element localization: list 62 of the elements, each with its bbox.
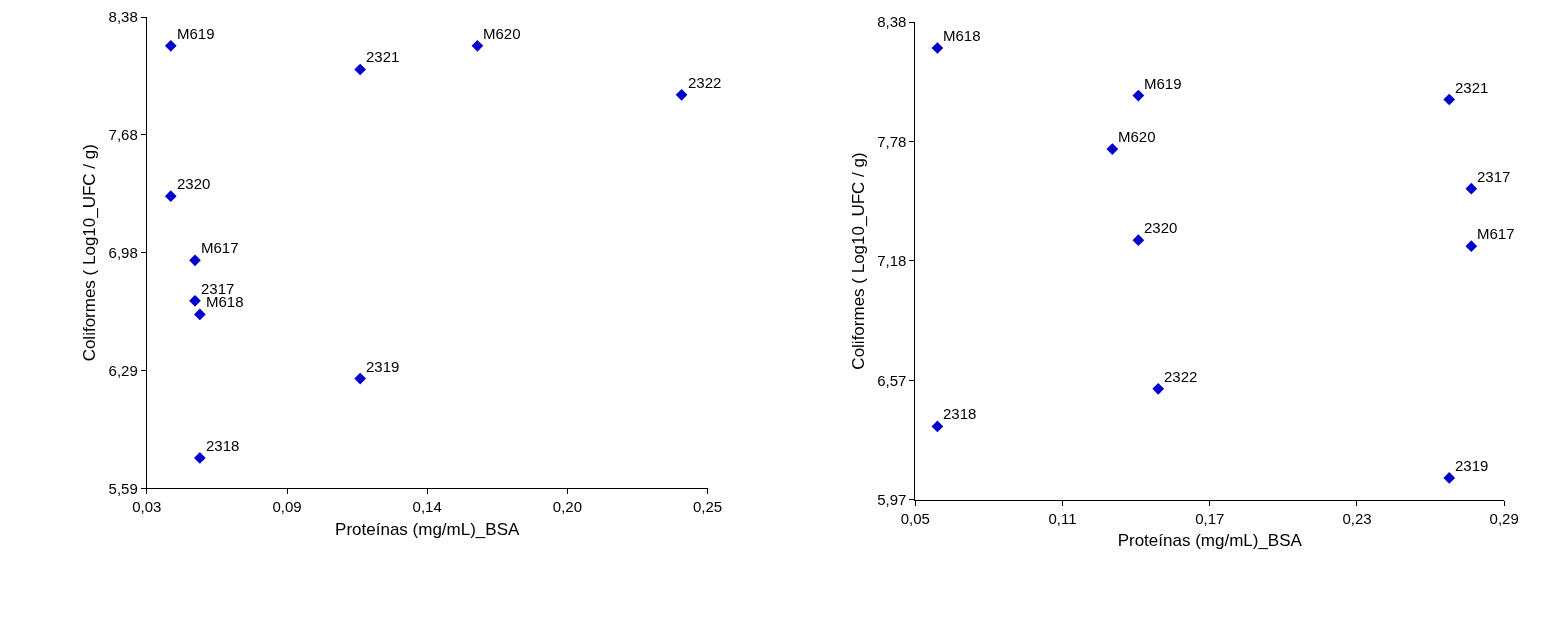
y-tick-label: 8,38	[108, 8, 138, 26]
annotation: 2319	[366, 358, 400, 375]
point	[189, 295, 201, 307]
x-tick-label: 0,03	[132, 498, 162, 516]
point	[1443, 472, 1456, 484]
annotation: M619	[177, 25, 215, 42]
point	[1106, 143, 1119, 155]
x-tick-label: 0,05	[900, 509, 930, 527]
point	[931, 420, 944, 433]
y-tick-label: 7,18	[877, 252, 907, 270]
point	[194, 308, 206, 321]
annotation: 2318	[943, 405, 977, 422]
x-axis-title: Proteínas (mg/mL)_BSA	[1117, 531, 1303, 551]
annotation: M617	[201, 239, 239, 256]
y-tick-label: 7,78	[877, 132, 907, 150]
annotation: 2320	[177, 175, 211, 192]
x-tick-label: 0,11	[1048, 509, 1077, 527]
x-tick-label: 0,25	[692, 498, 723, 516]
point	[1132, 89, 1145, 102]
annotation: 2321	[366, 48, 400, 65]
annotation: 2317	[1477, 168, 1511, 185]
point	[164, 40, 177, 52]
annotation: 2321	[1455, 79, 1489, 96]
y-tick-label: 7,68	[108, 126, 138, 144]
annotation: M620	[483, 25, 521, 42]
point	[1465, 240, 1478, 252]
y-axis-title: Coliformes ( Log10_UFC / g)	[848, 152, 868, 370]
point	[164, 190, 177, 202]
y-tick-label: 5,59	[108, 479, 138, 497]
y-axis-title: Coliformes ( Log10_UFC / g)	[80, 144, 100, 362]
y-tick-label: 5,97	[877, 490, 907, 508]
y-tick-label: 6,98	[108, 243, 138, 261]
point	[471, 40, 484, 52]
point	[675, 88, 688, 101]
y-tick-label: 6,57	[877, 371, 907, 389]
point	[194, 452, 206, 464]
x-axis-title: Proteínas (mg/mL)_BSA	[335, 519, 520, 539]
annotation: 2320	[1144, 219, 1178, 236]
annotation: M618	[943, 27, 981, 44]
annotation: M620	[1118, 128, 1156, 145]
x-tick-label: 0,14	[412, 498, 442, 516]
annotation: 2318	[206, 437, 240, 454]
point	[354, 372, 367, 385]
annotation: 2322	[1164, 368, 1198, 385]
point	[1152, 382, 1165, 395]
point	[1132, 234, 1145, 247]
x-tick-label: 0,09	[272, 498, 302, 516]
annotation: M619	[1144, 75, 1182, 92]
x-tick-label: 0,20	[552, 498, 582, 516]
y-tick-label: 6,29	[108, 361, 138, 379]
point	[189, 254, 201, 267]
y-tick-label: 8,38	[877, 13, 907, 31]
point	[354, 63, 367, 76]
annotation: 2319	[1455, 457, 1489, 474]
x-tick-label: 0,29	[1489, 509, 1519, 527]
point	[1443, 93, 1456, 106]
x-tick-label: 0,17	[1195, 509, 1225, 527]
annotation: 2322	[688, 74, 722, 91]
point	[931, 42, 944, 54]
point	[1465, 182, 1478, 195]
x-tick-label: 0,23	[1342, 509, 1372, 527]
annotation: M617	[1477, 225, 1515, 242]
